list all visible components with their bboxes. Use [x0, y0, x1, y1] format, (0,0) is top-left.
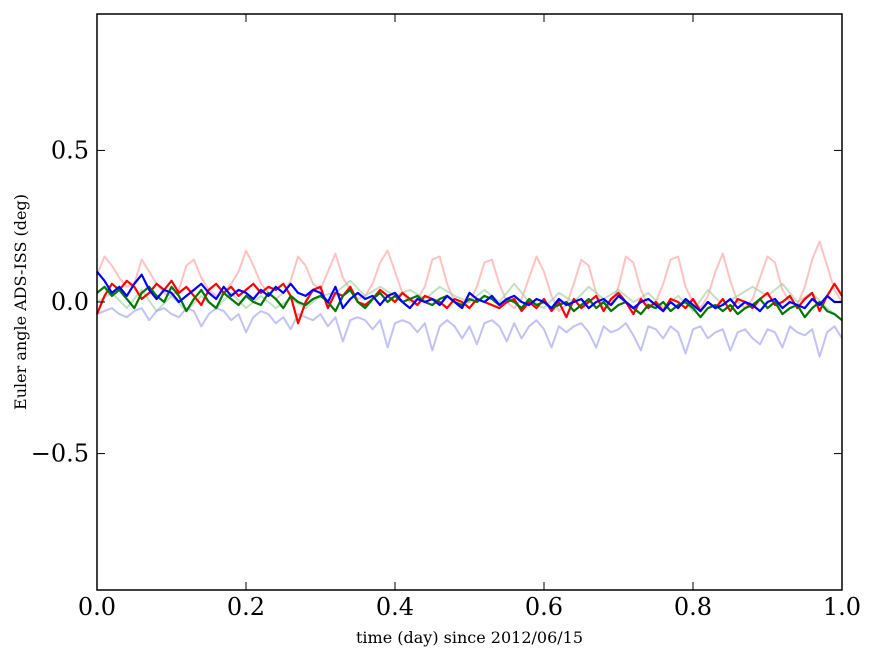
series-line-6	[96, 271, 842, 313]
x-tick-label: 0.0	[78, 593, 116, 621]
x-tick-label: 0.6	[525, 593, 563, 621]
x-axis-title: time (day) since 2012/06/15	[356, 628, 583, 647]
x-tick-label: 1.0	[823, 593, 861, 621]
y-axis-title: Euler angle ADS-ISS (deg)	[11, 194, 30, 410]
y-tick-label: 0.0	[51, 288, 89, 316]
x-tick-label: 0.8	[674, 593, 712, 621]
series-layer	[95, 240, 843, 358]
tick-layer: 0.0 0.2 0.4 0.6 0.8 1.0 −0.5 0.0 0.5	[31, 14, 861, 621]
x-tick-label: 0.4	[376, 593, 414, 621]
y-tick-label: −0.5	[31, 440, 89, 468]
series-line-3	[96, 307, 843, 358]
series-line-2	[96, 279, 843, 321]
y-tick-label: 0.5	[51, 136, 89, 164]
x-tick-label: 0.2	[227, 593, 265, 621]
